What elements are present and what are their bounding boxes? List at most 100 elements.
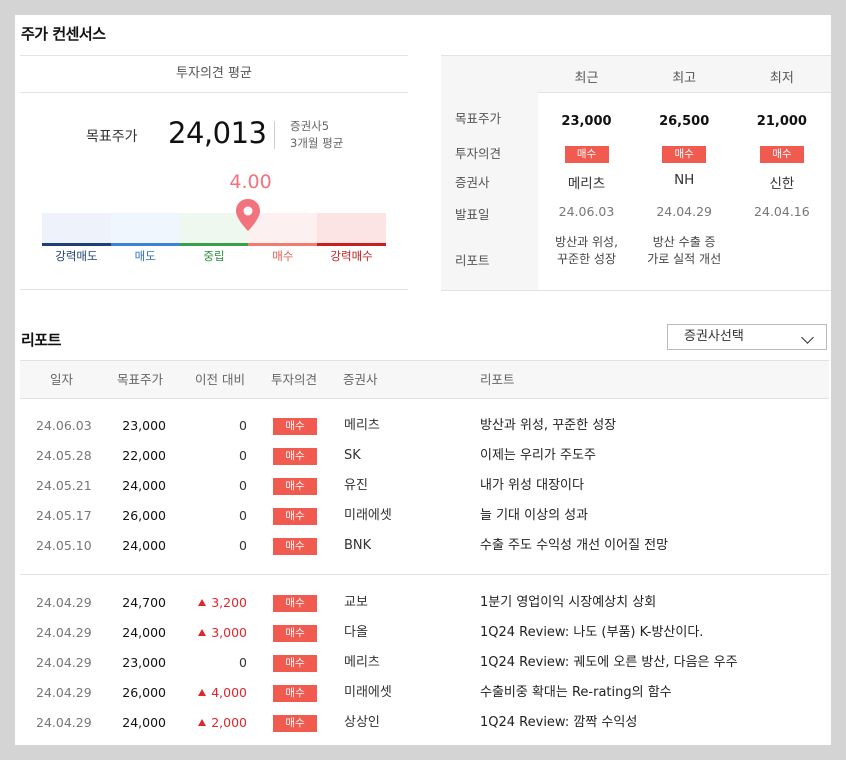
- brokerage-select[interactable]: 증권사선택: [667, 324, 827, 350]
- header-firm: 증권사: [343, 372, 378, 387]
- row-opinion: 매수: [273, 594, 317, 612]
- report-group-divider: [20, 574, 829, 575]
- summary-opinion-cell: 매수: [733, 142, 830, 163]
- row-firm: 미래에셋: [344, 508, 392, 523]
- target-price-label: 목표주가: [86, 129, 138, 145]
- opinion-badge: 매수: [662, 146, 707, 163]
- row-report-link[interactable]: 방산과 위성, 꾸준한 성장: [480, 418, 617, 433]
- row-opinion: 매수: [273, 537, 317, 555]
- row-opinion: 매수: [273, 654, 317, 672]
- row-report-link[interactable]: 1Q24 Review: 궤도에 오른 방산, 다음은 우주: [480, 655, 738, 670]
- summary-report-link[interactable]: 방산과 위성, 꾸준한 성장: [538, 234, 635, 268]
- table-row[interactable]: 24.05.17 26,000 0 매수 미래에셋 늘 기대 이상의 성과: [15, 501, 831, 531]
- opinion-badge: 매수: [273, 595, 317, 612]
- summary-firm: 신한: [769, 176, 795, 192]
- row-change: 3,200: [185, 588, 247, 618]
- opinion-badge: 매수: [759, 146, 804, 163]
- reports-title: 리포트: [21, 331, 61, 349]
- summary-target-price: 26,500: [659, 114, 710, 129]
- gauge-label: 매수: [272, 249, 294, 263]
- summary-firm: NH: [674, 172, 695, 188]
- row-change-value: 0: [239, 508, 247, 523]
- row-target-price: 24,000: [122, 538, 166, 553]
- opinion-badge: 매수: [273, 418, 317, 435]
- row-label-date: 발표일: [455, 207, 490, 222]
- row-change: 0: [185, 471, 247, 501]
- row-change-value: 0: [239, 418, 247, 433]
- opinion-average-score: 4.00: [229, 171, 272, 193]
- triangle-up-icon: [198, 599, 207, 606]
- table-row[interactable]: 24.04.29 23,000 0 매수 메리츠 1Q24 Review: 궤도에 오른 …: [15, 648, 831, 678]
- gauge-label: 강력매도: [55, 249, 98, 263]
- opinion-average-header: 투자의견 평균: [20, 55, 408, 93]
- header-opinion: 투자의견: [271, 372, 318, 387]
- gauge-segment: [248, 213, 318, 245]
- brokerage-select-label: 증권사선택: [684, 329, 744, 344]
- row-date: 24.05.17: [36, 508, 92, 523]
- row-change-value: 3,000: [211, 625, 247, 640]
- table-row[interactable]: 24.05.28 22,000 0 매수 SK 이제는 우리가 주도주: [15, 441, 831, 471]
- row-target-price: 24,700: [122, 595, 166, 610]
- row-change: 0: [185, 531, 247, 561]
- row-change-value: 4,000: [211, 685, 247, 700]
- gauge-segment: [179, 213, 249, 245]
- row-report-link[interactable]: 수출 주도 수익성 개선 이어질 전망: [480, 538, 669, 553]
- row-change-value: 2,000: [211, 715, 247, 730]
- header-target-price: 목표주가: [117, 372, 164, 387]
- summary-col-head: 최저: [769, 71, 794, 86]
- row-change: 0: [185, 648, 247, 678]
- summary-report-line: 방산 수출 증: [652, 235, 716, 249]
- row-firm: 메리츠: [344, 418, 380, 433]
- triangle-up-icon: [198, 689, 207, 696]
- row-change: 2,000: [185, 708, 247, 738]
- row-report-link[interactable]: 늘 기대 이상의 성과: [480, 508, 589, 523]
- summary-target-price: 21,000: [756, 114, 807, 129]
- table-row[interactable]: 24.04.29 24,000 2,000 매수 상상인 1Q24 Review: 깜짝 …: [15, 708, 831, 738]
- row-opinion: 매수: [273, 447, 317, 465]
- chevron-down-icon: [801, 331, 814, 344]
- row-change-value: 0: [239, 448, 247, 463]
- table-row[interactable]: 24.06.03 23,000 0 매수 메리츠 방산과 위성, 꾸준한 성장: [15, 411, 831, 441]
- opinion-badge: 매수: [273, 655, 317, 672]
- row-target-price: 23,000: [122, 418, 166, 433]
- row-change: 0: [185, 441, 247, 471]
- row-report-link[interactable]: 내가 위성 대장이다: [480, 478, 584, 493]
- report-table-header: 일자 목표주가 이전 대비 투자의견 증권사 리포트: [20, 360, 829, 399]
- row-target-price: 24,000: [122, 625, 166, 640]
- target-price-meta: 증권사5 3개월 평균: [290, 118, 343, 152]
- target-price-value: 24,013: [168, 116, 267, 150]
- row-change-value: 0: [239, 478, 247, 493]
- summary-col-head: 최고: [672, 71, 697, 86]
- row-target-price: 22,000: [122, 448, 166, 463]
- row-report-link[interactable]: 수출비중 확대는 Re-rating의 함수: [480, 685, 672, 700]
- gauge-label: 중립: [203, 249, 225, 263]
- table-row[interactable]: 24.05.10 24,000 0 매수 BNK 수출 주도 수익성 개선 이어질 전망: [15, 531, 831, 561]
- row-report-link[interactable]: 1Q24 Review: 나도 (부품) K-방산이다.: [480, 625, 704, 640]
- table-row[interactable]: 24.04.29 24,700 3,200 매수 교보 1분기 영업이익 시장예상치 상회: [15, 588, 831, 618]
- row-change-value: 0: [239, 538, 247, 553]
- summary-report-link[interactable]: 방산 수출 증 가로 실적 개선: [636, 234, 733, 268]
- row-date: 24.05.28: [36, 448, 92, 463]
- opinion-badge: 매수: [273, 508, 317, 525]
- row-report-link[interactable]: 1분기 영업이익 시장예상치 상회: [480, 595, 657, 610]
- row-firm: 메리츠: [344, 655, 380, 670]
- opinion-badge: 매수: [273, 625, 317, 642]
- row-report-link[interactable]: 이제는 우리가 주도주: [480, 448, 596, 463]
- table-row[interactable]: 24.04.29 24,000 3,000 매수 다올 1Q24 Review: 나도 (…: [15, 618, 831, 648]
- row-report-link[interactable]: 1Q24 Review: 깜짝 수익성: [480, 715, 638, 730]
- summary-opinion-cell: 매수: [538, 142, 635, 163]
- left-panel-bottom-border: [20, 289, 408, 290]
- gauge-label: 매도: [134, 249, 156, 263]
- opinion-badge: 매수: [273, 448, 317, 465]
- row-firm: 상상인: [344, 715, 380, 730]
- opinion-badge: 매수: [273, 478, 317, 495]
- stock-consensus-card: 주가 컨센서스 투자의견 평균 목표주가 24,013 증권사5 3개월 평균 …: [15, 15, 831, 745]
- table-row[interactable]: 24.05.21 24,000 0 매수 유진 내가 위성 대장이다: [15, 471, 831, 501]
- row-firm: 교보: [344, 595, 368, 610]
- summary-date: 24.04.16: [754, 204, 810, 219]
- row-target-price: 24,000: [122, 715, 166, 730]
- row-firm: 다올: [344, 625, 368, 640]
- table-row[interactable]: 24.04.29 26,000 4,000 매수 미래에셋 수출비중 확대는 Re-rat…: [15, 678, 831, 708]
- gauge-line: [248, 243, 318, 246]
- gauge-segment: [317, 213, 386, 245]
